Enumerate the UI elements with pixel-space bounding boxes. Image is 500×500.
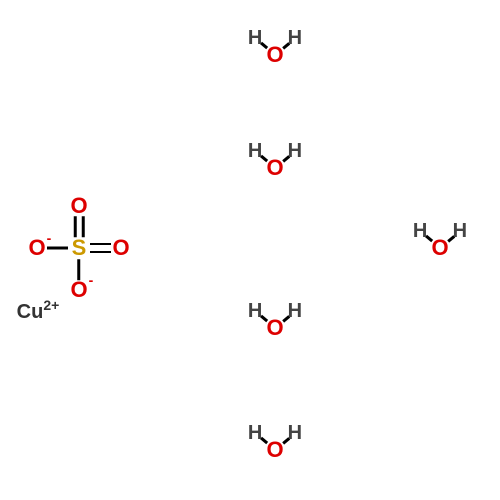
- atom-o: O: [266, 317, 283, 339]
- charge-minus: -: [89, 272, 94, 288]
- atom-h: H: [248, 301, 262, 321]
- charge-minus: -: [47, 230, 52, 246]
- ion-copper: Cu2+: [17, 298, 60, 322]
- atom-h: H: [248, 423, 262, 443]
- atom-h: H: [453, 221, 467, 241]
- atom-o: O: [28, 237, 45, 259]
- atom-h: H: [248, 28, 262, 48]
- bond: [74, 216, 77, 237]
- atom-o: O: [70, 195, 87, 217]
- atom-o: O: [431, 237, 448, 259]
- bond: [90, 243, 111, 246]
- atom-h: H: [288, 28, 302, 48]
- atom-o: O: [70, 279, 87, 301]
- atom-o: O: [266, 439, 283, 461]
- atom-h: H: [248, 141, 262, 161]
- bond: [82, 216, 85, 237]
- atom-h: H: [288, 301, 302, 321]
- atom-s: S: [72, 237, 87, 259]
- bond: [90, 251, 111, 254]
- atom-h: H: [413, 221, 427, 241]
- atom-o: O: [266, 157, 283, 179]
- atom-h: H: [288, 423, 302, 443]
- molecule-diagram: SOOOO--Cu2+OHHOHHOHHOHHOHH: [0, 0, 500, 500]
- bond: [47, 247, 68, 250]
- atom-o: O: [112, 237, 129, 259]
- atom-h: H: [288, 141, 302, 161]
- atom-o: O: [266, 44, 283, 66]
